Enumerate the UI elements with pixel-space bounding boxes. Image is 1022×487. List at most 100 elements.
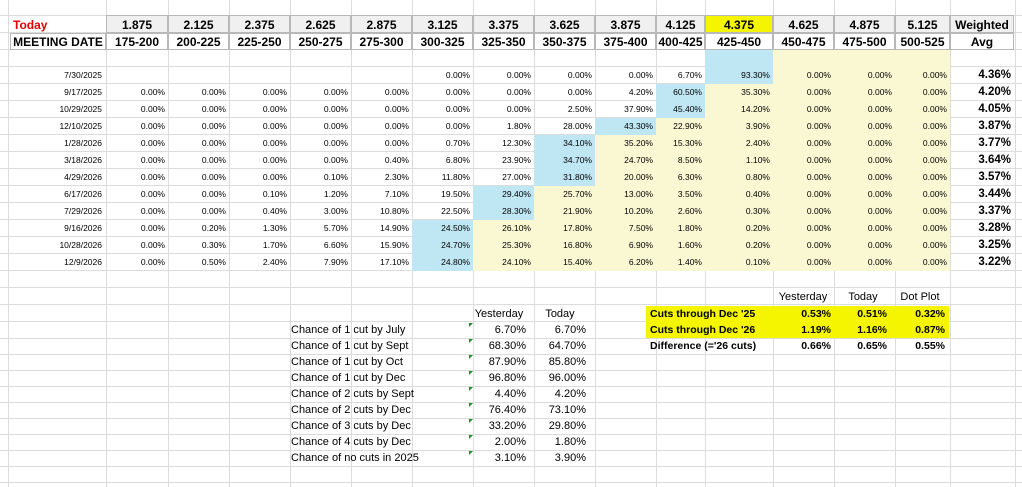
probability-cell[interactable]	[168, 67, 229, 84]
probability-cell[interactable]: 2.40%	[705, 135, 773, 152]
probability-cell[interactable]: 2.30%	[384, 172, 409, 182]
probability-cell[interactable]: 0.20%	[705, 237, 773, 254]
probability-cell[interactable]: 93.30%	[705, 67, 773, 84]
probability-cell[interactable]: 0.00%	[201, 189, 226, 199]
chance-yesterday[interactable]: 6.70%	[494, 324, 526, 336]
probability-cell[interactable]: 0.00%	[445, 104, 470, 114]
probability-cell[interactable]: 0.00%	[201, 206, 226, 216]
probability-cell[interactable]: 45.40%	[656, 101, 705, 118]
probability-cell[interactable]: 0.00%	[895, 84, 950, 101]
probability-cell[interactable]: 0.00%	[262, 104, 287, 114]
probability-cell[interactable]: 15.30%	[656, 135, 705, 152]
probability-cell[interactable]: 12.30%	[502, 138, 531, 148]
probability-cell[interactable]: 1.70%	[262, 240, 287, 250]
probability-cell[interactable]: 0.00%	[773, 220, 834, 237]
probability-cell[interactable]: 0.00%	[201, 138, 226, 148]
probability-cell[interactable]: 17.80%	[534, 220, 595, 237]
probability-cell[interactable]: 0.00%	[773, 254, 834, 271]
probability-cell[interactable]: 22.90%	[656, 118, 705, 135]
probability-cell[interactable]: 0.00%	[773, 203, 834, 220]
probability-cell[interactable]: 0.00%	[567, 70, 592, 80]
probability-cell[interactable]: 7.90%	[323, 257, 348, 267]
probability-cell[interactable]: 6.80%	[445, 155, 470, 165]
probability-cell[interactable]: 0.00%	[506, 87, 531, 97]
chance-yesterday[interactable]: 96.80%	[488, 372, 526, 384]
weighted-avg-cell[interactable]: 4.36%	[978, 69, 1011, 81]
probability-cell[interactable]: 10.20%	[595, 203, 656, 220]
chance-yesterday[interactable]: 76.40%	[488, 404, 526, 416]
probability-cell[interactable]: 0.00%	[773, 118, 834, 135]
probability-cell[interactable]: 2.40%	[262, 257, 287, 267]
probability-cell[interactable]: 0.00%	[834, 169, 895, 186]
probability-cell[interactable]: 0.00%	[140, 121, 165, 131]
probability-cell[interactable]: 0.00%	[384, 121, 409, 131]
probability-cell[interactable]: 0.00%	[834, 186, 895, 203]
probability-cell[interactable]: 0.20%	[201, 223, 226, 233]
probability-cell[interactable]: 0.00%	[445, 70, 470, 80]
chance-today[interactable]: 73.10%	[548, 404, 586, 416]
probability-cell[interactable]: 0.00%	[834, 203, 895, 220]
probability-cell[interactable]: 0.00%	[140, 240, 165, 250]
probability-cell[interactable]: 28.30%	[473, 203, 534, 220]
probability-cell[interactable]: 1.80%	[656, 220, 705, 237]
chance-today[interactable]: 6.70%	[554, 324, 586, 336]
cuts-dotplot[interactable]: 0.55%	[915, 340, 945, 352]
probability-cell[interactable]: 0.00%	[262, 138, 287, 148]
probability-cell[interactable]: 0.00%	[445, 121, 470, 131]
chance-today[interactable]: 64.70%	[548, 340, 586, 352]
probability-cell[interactable]: 0.00%	[323, 138, 348, 148]
probability-cell[interactable]: 0.50%	[201, 257, 226, 267]
cuts-today[interactable]: 0.65%	[857, 340, 887, 352]
probability-cell[interactable]: 16.80%	[534, 237, 595, 254]
probability-cell[interactable]: 11.80%	[441, 172, 470, 182]
probability-cell[interactable]: 1.80%	[506, 121, 531, 131]
probability-cell[interactable]: 24.80%	[412, 254, 473, 271]
probability-cell[interactable]	[351, 67, 412, 84]
probability-cell[interactable]: 6.70%	[677, 70, 702, 80]
probability-cell[interactable]: 35.30%	[705, 84, 773, 101]
probability-cell[interactable]: 2.60%	[656, 203, 705, 220]
probability-cell[interactable]: 0.00%	[506, 70, 531, 80]
probability-cell[interactable]	[106, 67, 168, 84]
probability-cell[interactable]: 0.00%	[384, 138, 409, 148]
probability-cell[interactable]: 0.00%	[628, 70, 653, 80]
probability-cell[interactable]: 34.70%	[534, 152, 595, 169]
probability-cell[interactable]: 7.50%	[595, 220, 656, 237]
probability-cell[interactable]: 0.00%	[323, 121, 348, 131]
probability-cell[interactable]: 0.00%	[773, 237, 834, 254]
probability-cell[interactable]: 0.00%	[895, 67, 950, 84]
probability-cell[interactable]: 0.30%	[705, 203, 773, 220]
probability-cell[interactable]: 4.20%	[628, 87, 653, 97]
probability-cell[interactable]: 0.00%	[201, 104, 226, 114]
probability-cell[interactable]: 37.90%	[624, 104, 653, 114]
probability-cell[interactable]: 7.10%	[384, 189, 409, 199]
probability-cell[interactable]: 0.00%	[773, 152, 834, 169]
probability-cell[interactable]: 0.70%	[445, 138, 470, 148]
probability-cell[interactable]: 17.10%	[380, 257, 409, 267]
probability-cell[interactable]: 0.00%	[834, 152, 895, 169]
probability-cell[interactable]: 0.00%	[773, 169, 834, 186]
probability-cell[interactable]: 0.00%	[895, 118, 950, 135]
probability-cell[interactable]: 1.10%	[705, 152, 773, 169]
probability-cell[interactable]: 35.20%	[595, 135, 656, 152]
probability-cell[interactable]: 0.00%	[773, 67, 834, 84]
probability-cell[interactable]: 0.00%	[834, 220, 895, 237]
probability-cell[interactable]: 1.40%	[656, 254, 705, 271]
probability-cell[interactable]: 0.00%	[323, 155, 348, 165]
probability-cell[interactable]: 24.70%	[595, 152, 656, 169]
chance-today[interactable]: 85.80%	[548, 356, 586, 368]
probability-cell[interactable]: 43.30%	[595, 118, 656, 135]
probability-cell[interactable]: 31.80%	[534, 169, 595, 186]
probability-cell[interactable]: 0.00%	[773, 186, 834, 203]
probability-cell[interactable]: 6.60%	[323, 240, 348, 250]
probability-cell[interactable]: 8.50%	[656, 152, 705, 169]
probability-cell[interactable]: 0.00%	[567, 87, 592, 97]
probability-cell[interactable]: 0.40%	[384, 155, 409, 165]
probability-cell[interactable]: 0.10%	[262, 189, 287, 199]
probability-cell[interactable]: 6.90%	[595, 237, 656, 254]
weighted-avg-cell[interactable]: 3.28%	[978, 222, 1011, 234]
cuts-yesterday[interactable]: 1.19%	[771, 322, 835, 338]
probability-cell[interactable]: 26.10%	[473, 220, 534, 237]
cuts-today[interactable]: 1.16%	[835, 322, 891, 338]
probability-cell[interactable]: 0.00%	[140, 223, 165, 233]
